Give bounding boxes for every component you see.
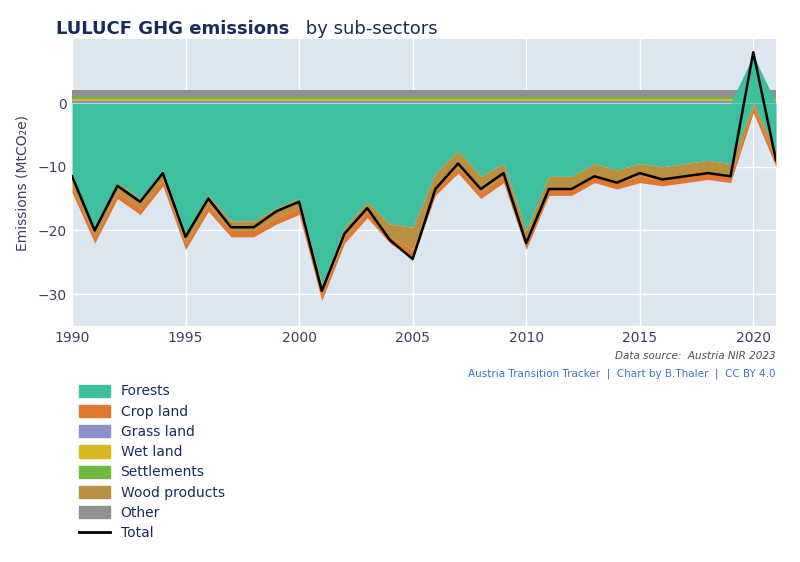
Text: Austria Transition Tracker  |  Chart by B.Thaler  |  CC BY 4.0: Austria Transition Tracker | Chart by B.…	[469, 368, 776, 379]
Text: by sub-sectors: by sub-sectors	[300, 20, 438, 38]
Text: Data source:  Austria NIR 2023: Data source: Austria NIR 2023	[615, 351, 776, 361]
Text: LULUCF GHG emissions: LULUCF GHG emissions	[56, 20, 290, 38]
Legend: Forests, Crop land, Grass land, Wet land, Settlements, Wood products, Other, Tot: Forests, Crop land, Grass land, Wet land…	[79, 384, 225, 540]
Y-axis label: Emissions (MtCO₂e): Emissions (MtCO₂e)	[15, 115, 30, 251]
